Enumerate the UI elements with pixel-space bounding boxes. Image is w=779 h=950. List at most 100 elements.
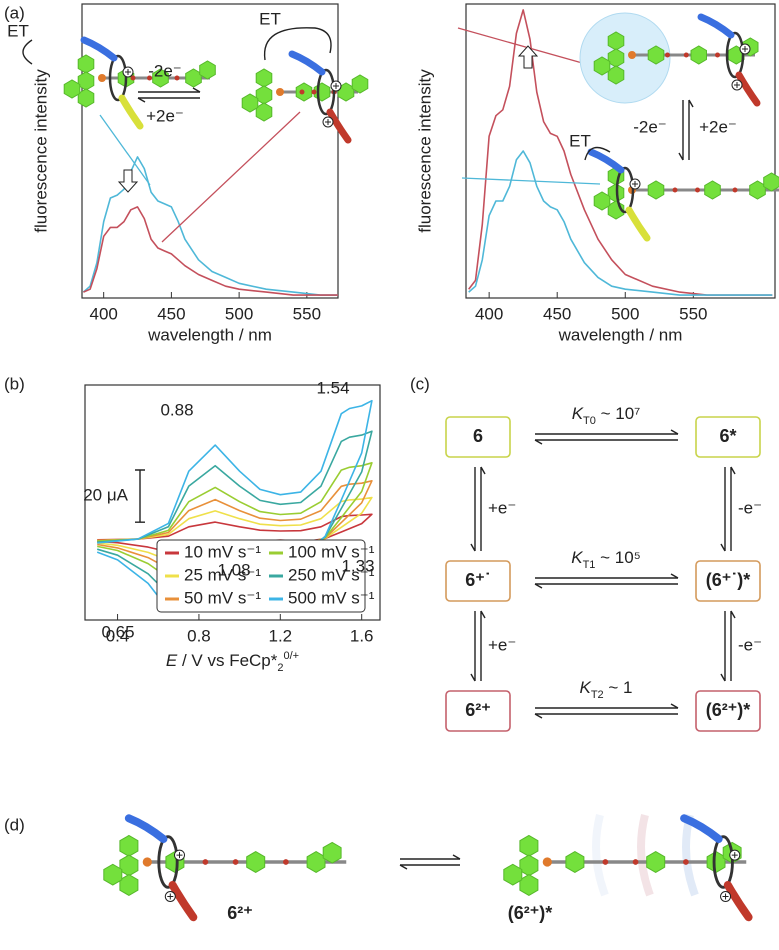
- state-label: 6*: [719, 426, 736, 446]
- ring-glyph: [185, 68, 202, 88]
- ribbon-glyph: [735, 71, 761, 107]
- plot-frame: [81, 3, 339, 299]
- x-tick-label: 500: [225, 304, 253, 323]
- charge-glyph: [734, 82, 740, 88]
- connector: [161, 111, 301, 243]
- ribbon-glyph: [723, 880, 753, 922]
- equilibrium-arrow: [730, 466, 736, 551]
- legend-label: 500 mV s⁻¹: [288, 588, 375, 607]
- ring-glyph: [152, 68, 169, 88]
- ring-glyph: [246, 851, 266, 873]
- ring-glyph: [646, 851, 666, 873]
- ring-glyph: [690, 45, 707, 65]
- ring-glyph: [119, 854, 139, 877]
- ring-glyph: [565, 851, 585, 873]
- atom-glyph: [628, 51, 636, 59]
- text-part: / V vs FeCp*: [177, 651, 278, 670]
- ring-glyph: [763, 172, 779, 192]
- charge-glyph: [333, 83, 339, 89]
- arrow-glyph: [534, 439, 543, 445]
- x-tick-label: 550: [679, 304, 707, 323]
- ribbon-glyph: [326, 108, 352, 144]
- state-box: [445, 690, 511, 732]
- ring-glyph: [519, 854, 539, 877]
- ring-glyph: [351, 74, 369, 94]
- equilibrium-arrow: [678, 100, 684, 161]
- charge-glyph: [742, 46, 748, 52]
- equilibrium-arrow: [480, 466, 486, 551]
- ring-glyph: [706, 851, 726, 873]
- state-box: [445, 560, 511, 602]
- step-label: +e⁻: [488, 498, 516, 517]
- ring-glyph: [119, 874, 139, 896]
- ring-glyph: [241, 93, 259, 113]
- arrow-glyph: [192, 87, 201, 93]
- charge-glyph: [632, 181, 638, 187]
- equilibrium-arrow: [480, 610, 486, 681]
- atom-glyph: [276, 88, 284, 96]
- data-line: [82, 156, 338, 296]
- arrow-glyph: [670, 429, 679, 435]
- legend-label: 50 mV s⁻¹: [184, 588, 261, 607]
- annotation: 1.54: [316, 378, 349, 397]
- ring-glyph: [103, 863, 123, 886]
- x-tick-label: 450: [157, 304, 185, 323]
- ring-glyph: [63, 79, 81, 99]
- ring-glyph: [316, 68, 336, 116]
- atom-glyph: [174, 75, 180, 81]
- charge-glyph: [125, 69, 131, 75]
- annotation: +2e⁻: [146, 106, 184, 125]
- atom-glyph: [632, 859, 639, 865]
- et-arrow: [584, 146, 611, 161]
- text-part: K: [572, 404, 584, 423]
- ring-glyph: [647, 45, 665, 65]
- state-label: 6⁺˙: [465, 570, 491, 590]
- text-part: K: [579, 678, 591, 697]
- text-part: ~ 1: [604, 678, 633, 697]
- plot-frame: [84, 384, 381, 621]
- legend-label: 250 mV s⁻¹: [288, 565, 375, 584]
- x-tick-label: 1.2: [268, 626, 292, 645]
- ring-glyph: [593, 191, 611, 211]
- ring-glyph: [157, 835, 179, 889]
- ring-glyph: [77, 88, 95, 108]
- charge-glyph: [176, 852, 183, 859]
- equilibrium-arrow: [730, 610, 736, 681]
- glow-glyph: [579, 12, 671, 104]
- arrow-glyph: [137, 97, 146, 103]
- charge-glyph: [325, 119, 331, 125]
- annotation: 1.08: [217, 560, 250, 579]
- atom-glyph: [311, 89, 317, 95]
- atom-glyph: [98, 74, 106, 82]
- atom-glyph: [683, 52, 689, 58]
- equilibrium-label: KT1 ~ 10⁵: [571, 548, 641, 570]
- molecule-label: (6²⁺)*: [508, 903, 553, 923]
- ring-glyph: [607, 65, 625, 85]
- atom-glyph: [142, 857, 152, 867]
- step-label: -e⁻: [738, 498, 762, 517]
- text-part: 0/+: [284, 650, 300, 662]
- text-part: ~ 10⁵: [595, 548, 640, 567]
- text-part: T0: [583, 415, 596, 427]
- x-tick-label: 550: [293, 304, 321, 323]
- x-tick-label: 500: [611, 304, 639, 323]
- ring-glyph: [255, 102, 273, 122]
- ring-glyph: [647, 180, 665, 200]
- ring-glyph: [593, 56, 611, 76]
- arrow-glyph: [670, 703, 679, 709]
- x-axis-label: wavelength / nm: [147, 325, 272, 344]
- text-part: ~ 10⁷: [596, 404, 640, 423]
- ring-glyph: [615, 166, 635, 214]
- ribbon-glyph: [625, 206, 651, 242]
- legend-box: [156, 539, 366, 613]
- legend-label: 10 mV s⁻¹: [184, 542, 261, 561]
- ring-glyph: [108, 54, 128, 102]
- x-tick-label: 0.4: [106, 626, 130, 645]
- ribbon-glyph: [118, 94, 144, 130]
- equilibrium-label: KT0 ~ 10⁷: [572, 404, 641, 426]
- ring-glyph: [607, 31, 625, 51]
- ring-glyph: [255, 68, 273, 88]
- atom-glyph: [542, 857, 552, 867]
- ring-glyph: [704, 180, 721, 200]
